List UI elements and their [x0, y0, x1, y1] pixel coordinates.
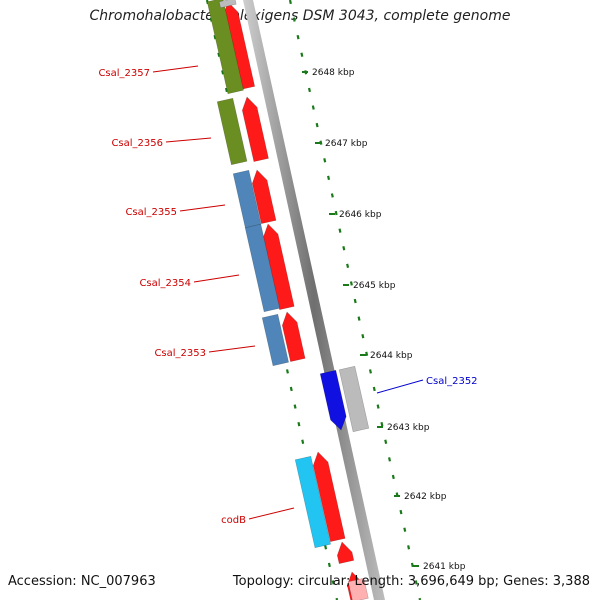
scale-tick-label: 2648 kbp — [312, 68, 355, 78]
csal-2353-gene — [261, 313, 289, 367]
gene-label[interactable]: Csal_2352 — [426, 376, 478, 387]
topology-text: Topology: circular; Length: 3,696,649 bp… — [232, 574, 590, 589]
gene-label-leader — [193, 274, 240, 283]
gene-label[interactable]: Csal_2355 — [125, 207, 177, 218]
gene-label[interactable]: Csal_2357 — [98, 68, 150, 79]
genome-title: Chromohalobacter salexigens DSM 3043, co… — [89, 8, 511, 24]
scale-tick-label: 2646 kbp — [339, 210, 382, 220]
csal-2355-gene — [232, 169, 262, 229]
gray-feature — [338, 365, 370, 433]
red-strand-arrow — [281, 311, 306, 362]
gray-feature — [218, 0, 237, 9]
scale-tick-label: 2643 kbp — [387, 423, 430, 433]
csal-2352-gene — [319, 369, 347, 431]
gene-label-leader — [376, 379, 424, 394]
scale-tick-label: 2647 kbp — [325, 139, 368, 149]
genome-backbone — [243, 0, 385, 600]
gene-label[interactable]: codB — [221, 515, 246, 526]
gene-label-leader — [208, 345, 256, 353]
csal-2356-gene — [216, 97, 248, 166]
red-strand-arrow — [336, 541, 355, 564]
gene-label-leader — [165, 137, 212, 143]
gene-label-leader — [152, 65, 199, 73]
red-strand-arrow — [241, 96, 269, 162]
scale-tick-label: 2641 kbp — [423, 562, 466, 572]
csal-2357-gene — [206, 0, 244, 95]
gene-label[interactable]: Csal_2353 — [154, 348, 206, 359]
gene-label-leader — [179, 204, 226, 212]
scale-tick-label: 2644 kbp — [370, 351, 413, 361]
codb-gene — [294, 455, 331, 549]
csal-2354-gene — [244, 223, 281, 313]
accession-text: Accession: NC_007963 — [8, 574, 156, 589]
red-strand-arrow — [251, 169, 277, 224]
feature-band-right-boundary — [288, 0, 422, 600]
red-strand-arrow — [262, 223, 295, 310]
scale-tick-label: 2642 kbp — [404, 492, 447, 502]
partial-feature — [347, 577, 369, 600]
red-strand-arrow — [312, 451, 346, 542]
gene-label-leader — [248, 507, 295, 520]
gene-label[interactable]: Csal_2356 — [111, 138, 163, 149]
gene-label[interactable]: Csal_2354 — [139, 278, 191, 289]
scale-tick-label: 2645 kbp — [353, 281, 396, 291]
